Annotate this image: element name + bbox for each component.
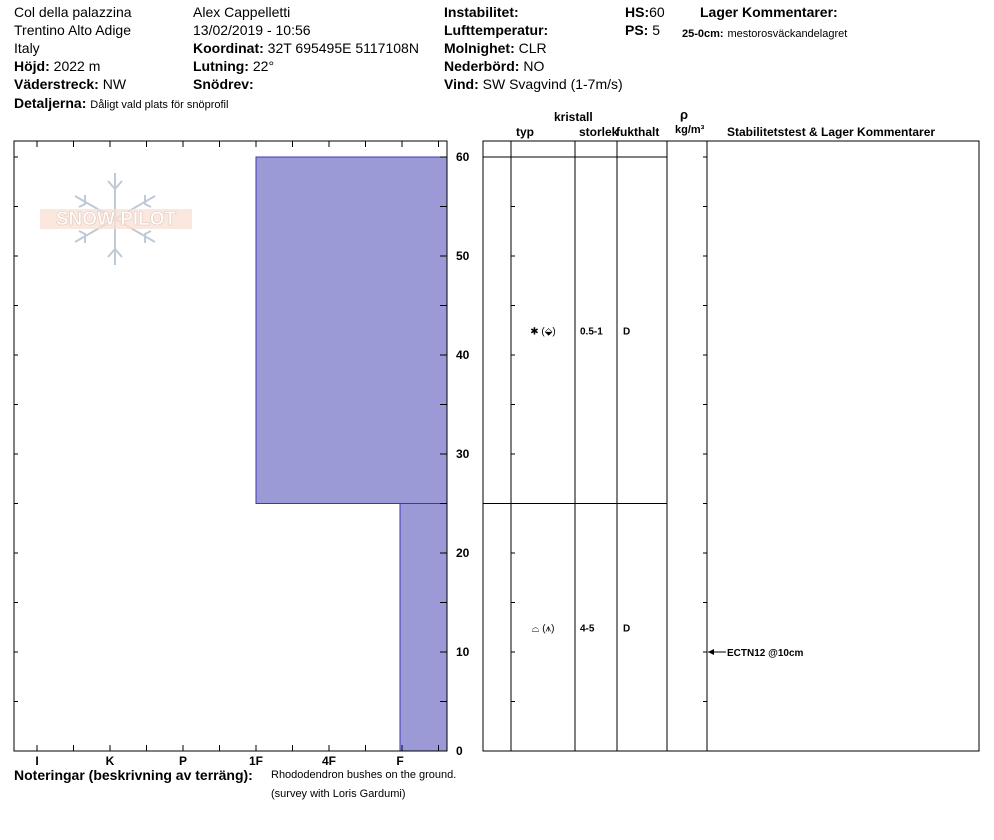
- aspect-label: Väderstreck:: [14, 76, 99, 92]
- drift-label: Snödrev:: [193, 76, 254, 92]
- sky-label: Molnighet:: [444, 40, 515, 56]
- col-rho: ρ: [680, 107, 689, 122]
- airtemp-label: Lufttemperatur:: [444, 22, 549, 38]
- elevation-value: 2022 m: [53, 58, 101, 74]
- ps-row: PS: 5: [625, 22, 660, 38]
- slope-value: 22°: [252, 58, 275, 74]
- notes-line1: Rhododendron bushes on the ground.: [271, 769, 457, 781]
- x-tick-label-P: P: [179, 754, 187, 768]
- instability-row: Instabilitet:: [444, 4, 519, 20]
- y-tick-label-10: 10: [456, 645, 470, 659]
- hardness-bar-0: [255, 156, 448, 504]
- x-tick-label-K: K: [106, 754, 115, 768]
- x-tick-label-F: F: [396, 754, 403, 768]
- instability-label: Instabilitet:: [444, 4, 519, 20]
- chart-frame: [13, 140, 448, 752]
- crystal-symbol-1: ⌓ (⩚): [532, 623, 555, 634]
- wind-value: SW Svagvind (1-7m/s): [482, 76, 623, 92]
- logo-text: SNOW PILOT: [56, 209, 177, 230]
- precip-label: Nederbörd:: [444, 58, 520, 74]
- wind-label: Vind:: [444, 76, 479, 92]
- y-tick-label-30: 30: [456, 447, 470, 461]
- coord-label: Koordinat:: [193, 40, 264, 56]
- y-tick-label-60: 60: [456, 150, 470, 164]
- moisture-0: D: [623, 326, 630, 337]
- hardness-chart: I K P 1F 4F F 0 10 20 30 40 50 60: [13, 140, 470, 768]
- location: Col della palazzina: [14, 4, 132, 20]
- ps-label: PS:: [625, 22, 649, 38]
- ps-value: 5: [652, 22, 661, 38]
- y-tick-label-0: 0: [456, 744, 463, 758]
- col-type: typ: [516, 125, 534, 139]
- hs-label: HS:: [625, 4, 650, 20]
- sky-value: CLR: [518, 40, 547, 56]
- coord-value: 32T 695495E 5117108N: [267, 40, 419, 56]
- details-label: Detaljerna:: [14, 95, 87, 111]
- observer: Alex Cappelletti: [193, 4, 291, 20]
- layer-comment-depth: 25-0cm:: [682, 28, 724, 40]
- hs-value: 60: [649, 4, 665, 20]
- layer-comments-label: Lager Kommentarer:: [700, 4, 838, 20]
- details-row: Detaljerna: Dåligt vald plats för snöpro…: [14, 95, 228, 112]
- snowpilot-logo: SNOW PILOT: [40, 173, 192, 265]
- moisture-1: D: [623, 623, 630, 634]
- snowflake-icon: [74, 173, 156, 265]
- datetime: 13/02/2019 - 10:56: [193, 22, 311, 38]
- x-tick-label-I: I: [35, 754, 38, 768]
- col-moisture: fukthalt: [616, 125, 660, 139]
- layer-comment-text: mestorosväckandelagret: [727, 28, 848, 40]
- sky-row: Molnighet: CLR: [444, 40, 547, 56]
- x-tick-label-1F: 1F: [249, 754, 263, 768]
- slope-row: Lutning: 22°: [193, 58, 274, 74]
- table-frame: [482, 140, 980, 752]
- col-size: storlek: [579, 125, 619, 139]
- arrow-left-icon: [708, 649, 714, 655]
- precip-row: Nederbörd: NO: [444, 58, 544, 74]
- grain-size-1: 4-5: [580, 623, 595, 634]
- notes-line2: (survey with Loris Gardumi): [271, 788, 406, 800]
- col-stability: Stabilitetstest & Lager Kommentarer: [727, 125, 936, 139]
- grain-size-0: 0.5-1: [580, 326, 603, 337]
- country: Italy: [14, 40, 40, 56]
- wind-row: Vind: SW Svagvind (1-7m/s): [444, 76, 623, 92]
- airtemp-row: Lufttemperatur:: [444, 22, 548, 38]
- notes-label: Noteringar (beskrivning av terräng):: [14, 767, 253, 783]
- elevation-row: Höjd: 2022 m: [14, 58, 100, 74]
- region: Trentino Alto Adige: [14, 22, 132, 38]
- crystal-symbol-0: ✱ (⬙): [530, 326, 556, 337]
- slope-label: Lutning:: [193, 58, 249, 74]
- test-label-0: ECTN12 @10cm: [727, 648, 804, 659]
- aspect-value: NW: [102, 76, 127, 92]
- hs-row: HS:60: [625, 4, 665, 20]
- col-density-unit: kg/m³: [675, 124, 705, 136]
- drift-row: Snödrev:: [193, 76, 254, 92]
- aspect-row: Väderstreck: NW: [14, 76, 126, 92]
- col-crystal: kristall: [554, 110, 593, 124]
- x-tick-label-4F: 4F: [322, 754, 336, 768]
- y-tick-label-50: 50: [456, 249, 470, 263]
- y-tick-label-40: 40: [456, 348, 470, 362]
- precip-value: NO: [523, 58, 545, 74]
- coord-row: Koordinat: 32T 695495E 5117108N: [193, 40, 419, 56]
- layer-comment-row: 25-0cm: mestorosväckandelagret: [682, 24, 847, 41]
- hardness-bar-1: [399, 503, 448, 752]
- layer-table: ✱ (⬙) 0.5-1 D ⌓ (⩚) 4-5 D ECTN12 @10cm: [482, 140, 980, 752]
- details-value: Dåligt vald plats för snöprofil: [90, 99, 229, 111]
- elevation-label: Höjd:: [14, 58, 50, 74]
- y-tick-label-20: 20: [456, 546, 470, 560]
